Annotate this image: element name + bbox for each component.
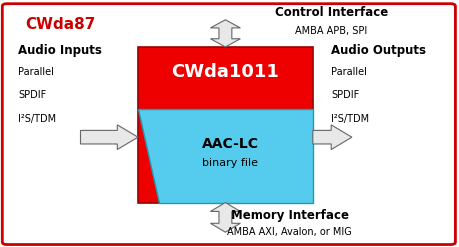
Text: Parallel: Parallel	[330, 67, 366, 77]
Text: I²S/TDM: I²S/TDM	[330, 114, 369, 124]
FancyBboxPatch shape	[2, 4, 454, 245]
Text: Audio Inputs: Audio Inputs	[18, 44, 102, 58]
Text: CWda1011: CWda1011	[171, 63, 279, 81]
Polygon shape	[312, 125, 351, 149]
Text: AMBA APB, SPI: AMBA APB, SPI	[294, 26, 367, 36]
Text: AMBA AXI, Avalon, or MIG: AMBA AXI, Avalon, or MIG	[227, 227, 352, 237]
Text: Audio Outputs: Audio Outputs	[330, 44, 425, 58]
Bar	[138, 47, 312, 203]
Polygon shape	[138, 109, 312, 203]
Polygon shape	[210, 20, 240, 47]
Text: AAC-LC: AAC-LC	[201, 138, 258, 151]
Text: I²S/TDM: I²S/TDM	[18, 114, 56, 124]
Text: CWda87: CWda87	[25, 17, 95, 32]
Text: Parallel: Parallel	[18, 67, 54, 77]
Text: Memory Interface: Memory Interface	[230, 209, 348, 222]
Text: Control Interface: Control Interface	[274, 6, 387, 19]
Text: binary file: binary file	[202, 158, 257, 168]
Text: SPDIF: SPDIF	[330, 90, 358, 100]
Polygon shape	[80, 125, 138, 149]
Text: SPDIF: SPDIF	[18, 90, 46, 100]
Polygon shape	[210, 203, 240, 232]
